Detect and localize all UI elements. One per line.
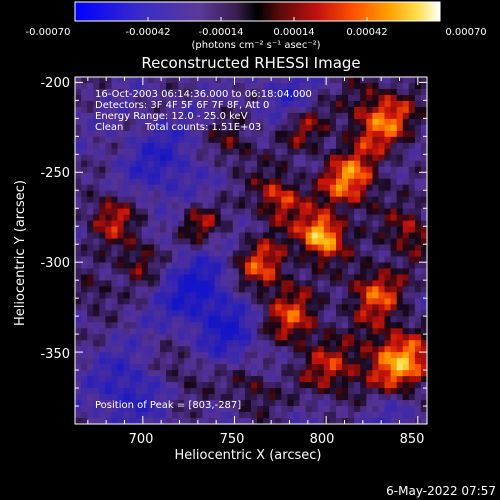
x-tick-label: 850 (400, 432, 425, 447)
colorbar-tick-label: 0.00070 (445, 27, 486, 38)
time-range-annotation: 16-Oct-2003 06:14:36.000 to 06:18:04.000 (95, 89, 312, 100)
colorbar-tick-label: 0.00042 (346, 27, 387, 38)
colorbar-tick-label: -0.00042 (126, 27, 171, 38)
x-tick-label: 750 (220, 432, 245, 447)
plot-frame (74, 76, 428, 425)
x-axis-ticks (87, 77, 419, 424)
colorbar-units-label: (photons cm⁻² s⁻¹ asec⁻²) (191, 40, 320, 51)
colorbar-ticks (74, 17, 441, 21)
image-title: Reconstructed RHESSI Image (141, 54, 360, 72)
x-axis-label: Heliocentric X (arcsec) (175, 448, 322, 463)
clean-annotation: Clean (95, 122, 123, 133)
colorbar (75, 2, 440, 21)
y-tick-label: -250 (40, 166, 70, 181)
x-tick-label: 800 (310, 432, 335, 447)
detectors-annotation: Detectors: 3F 4F 5F 6F 7F 8F, Att 0 (95, 100, 269, 111)
footer-timestamp: 6-May-2022 07:57 (386, 484, 496, 498)
colorbar-tick-label: 0.00014 (273, 27, 314, 38)
y-axis-label: Heliocentric Y (arcsec) (13, 180, 28, 326)
peak-position-annotation: Position of Peak = [803,-287] (95, 400, 241, 411)
y-tick-label: -350 (40, 347, 70, 362)
heatmap-image (75, 77, 427, 424)
colorbar-tick-label: -0.00014 (199, 27, 244, 38)
x-tick-label: 700 (129, 432, 154, 447)
y-axis-ticks (75, 81, 427, 425)
energy-range-annotation: Energy Range: 12.0 - 25.0 keV (95, 111, 248, 122)
colorbar-tick-label: -0.00070 (26, 27, 71, 38)
y-tick-label: -300 (40, 256, 70, 271)
y-tick-label: -200 (40, 76, 70, 91)
total-counts-annotation: Total counts: 1.51E+03 (144, 122, 261, 133)
colorbar-frame (74, 1, 441, 22)
